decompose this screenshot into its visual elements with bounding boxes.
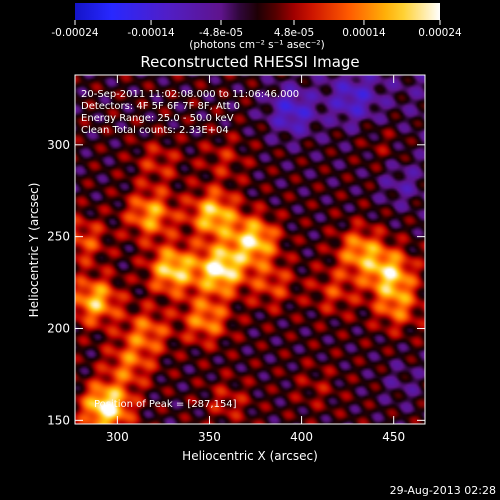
colorbar-unit-label: (photons cm⁻² s⁻¹ asec⁻²) [189,39,324,51]
annotation-line: Clean Total counts: 2.33E+04 [81,125,229,136]
x-tick-label: 350 [198,430,221,444]
image-annotations: 20-Sep-2011 11:02:08.000 to 11:06:46.000… [81,89,299,136]
plot-area: 300 350 400 450 150 200 250 300 [47,74,426,444]
colorbar-tick-label: 0.00024 [418,27,462,39]
colorbar-tick-label: -0.00024 [51,27,99,39]
colorbar-tick-label: 4.8e-05 [274,27,314,39]
colorbar-tick-label: -4.8e-05 [199,27,243,39]
colorbar-ticks: -0.00024 -0.00014 -4.8e-05 4.8e-05 0.00014 0.… [51,20,462,39]
y-tick-label: 150 [47,413,70,427]
x-tick-label: 400 [290,430,313,444]
heatmap-image [75,75,425,424]
chart-title: Reconstructed RHESSI Image [140,53,359,71]
colorbar-strip [75,3,440,20]
colorbar-tick-label: 0.00014 [342,27,386,39]
peak-position-label: Position of Peak = [287,154] [94,399,237,410]
x-tick-label: 450 [382,430,405,444]
plot-frame [74,74,426,425]
x-tick-label: 300 [106,430,129,444]
colorbar-tick-label: -0.00014 [127,27,175,39]
x-axis-ticks: 300 350 400 450 [106,75,405,444]
y-axis-ticks: 150 200 250 300 [47,138,425,427]
colorbar: -0.00024 -0.00014 -4.8e-05 4.8e-05 0.00014 0.… [51,3,462,51]
annotation-line: 20-Sep-2011 11:02:08.000 to 11:06:46.000 [81,89,299,100]
annotation-line: Energy Range: 25.0 - 50.0 keV [81,113,234,124]
y-tick-label: 300 [47,138,70,152]
y-tick-label: 250 [47,230,70,244]
x-axis-label: Heliocentric X (arcsec) [182,449,318,463]
y-axis-label: Heliocentric Y (arcsec) [27,183,41,318]
y-tick-label: 200 [47,321,70,335]
annotation-line: Detectors: 4F 5F 6F 7F 8F, Att 0 [81,101,240,112]
footer-date: 29-Aug-2013 02:28 [390,484,496,497]
